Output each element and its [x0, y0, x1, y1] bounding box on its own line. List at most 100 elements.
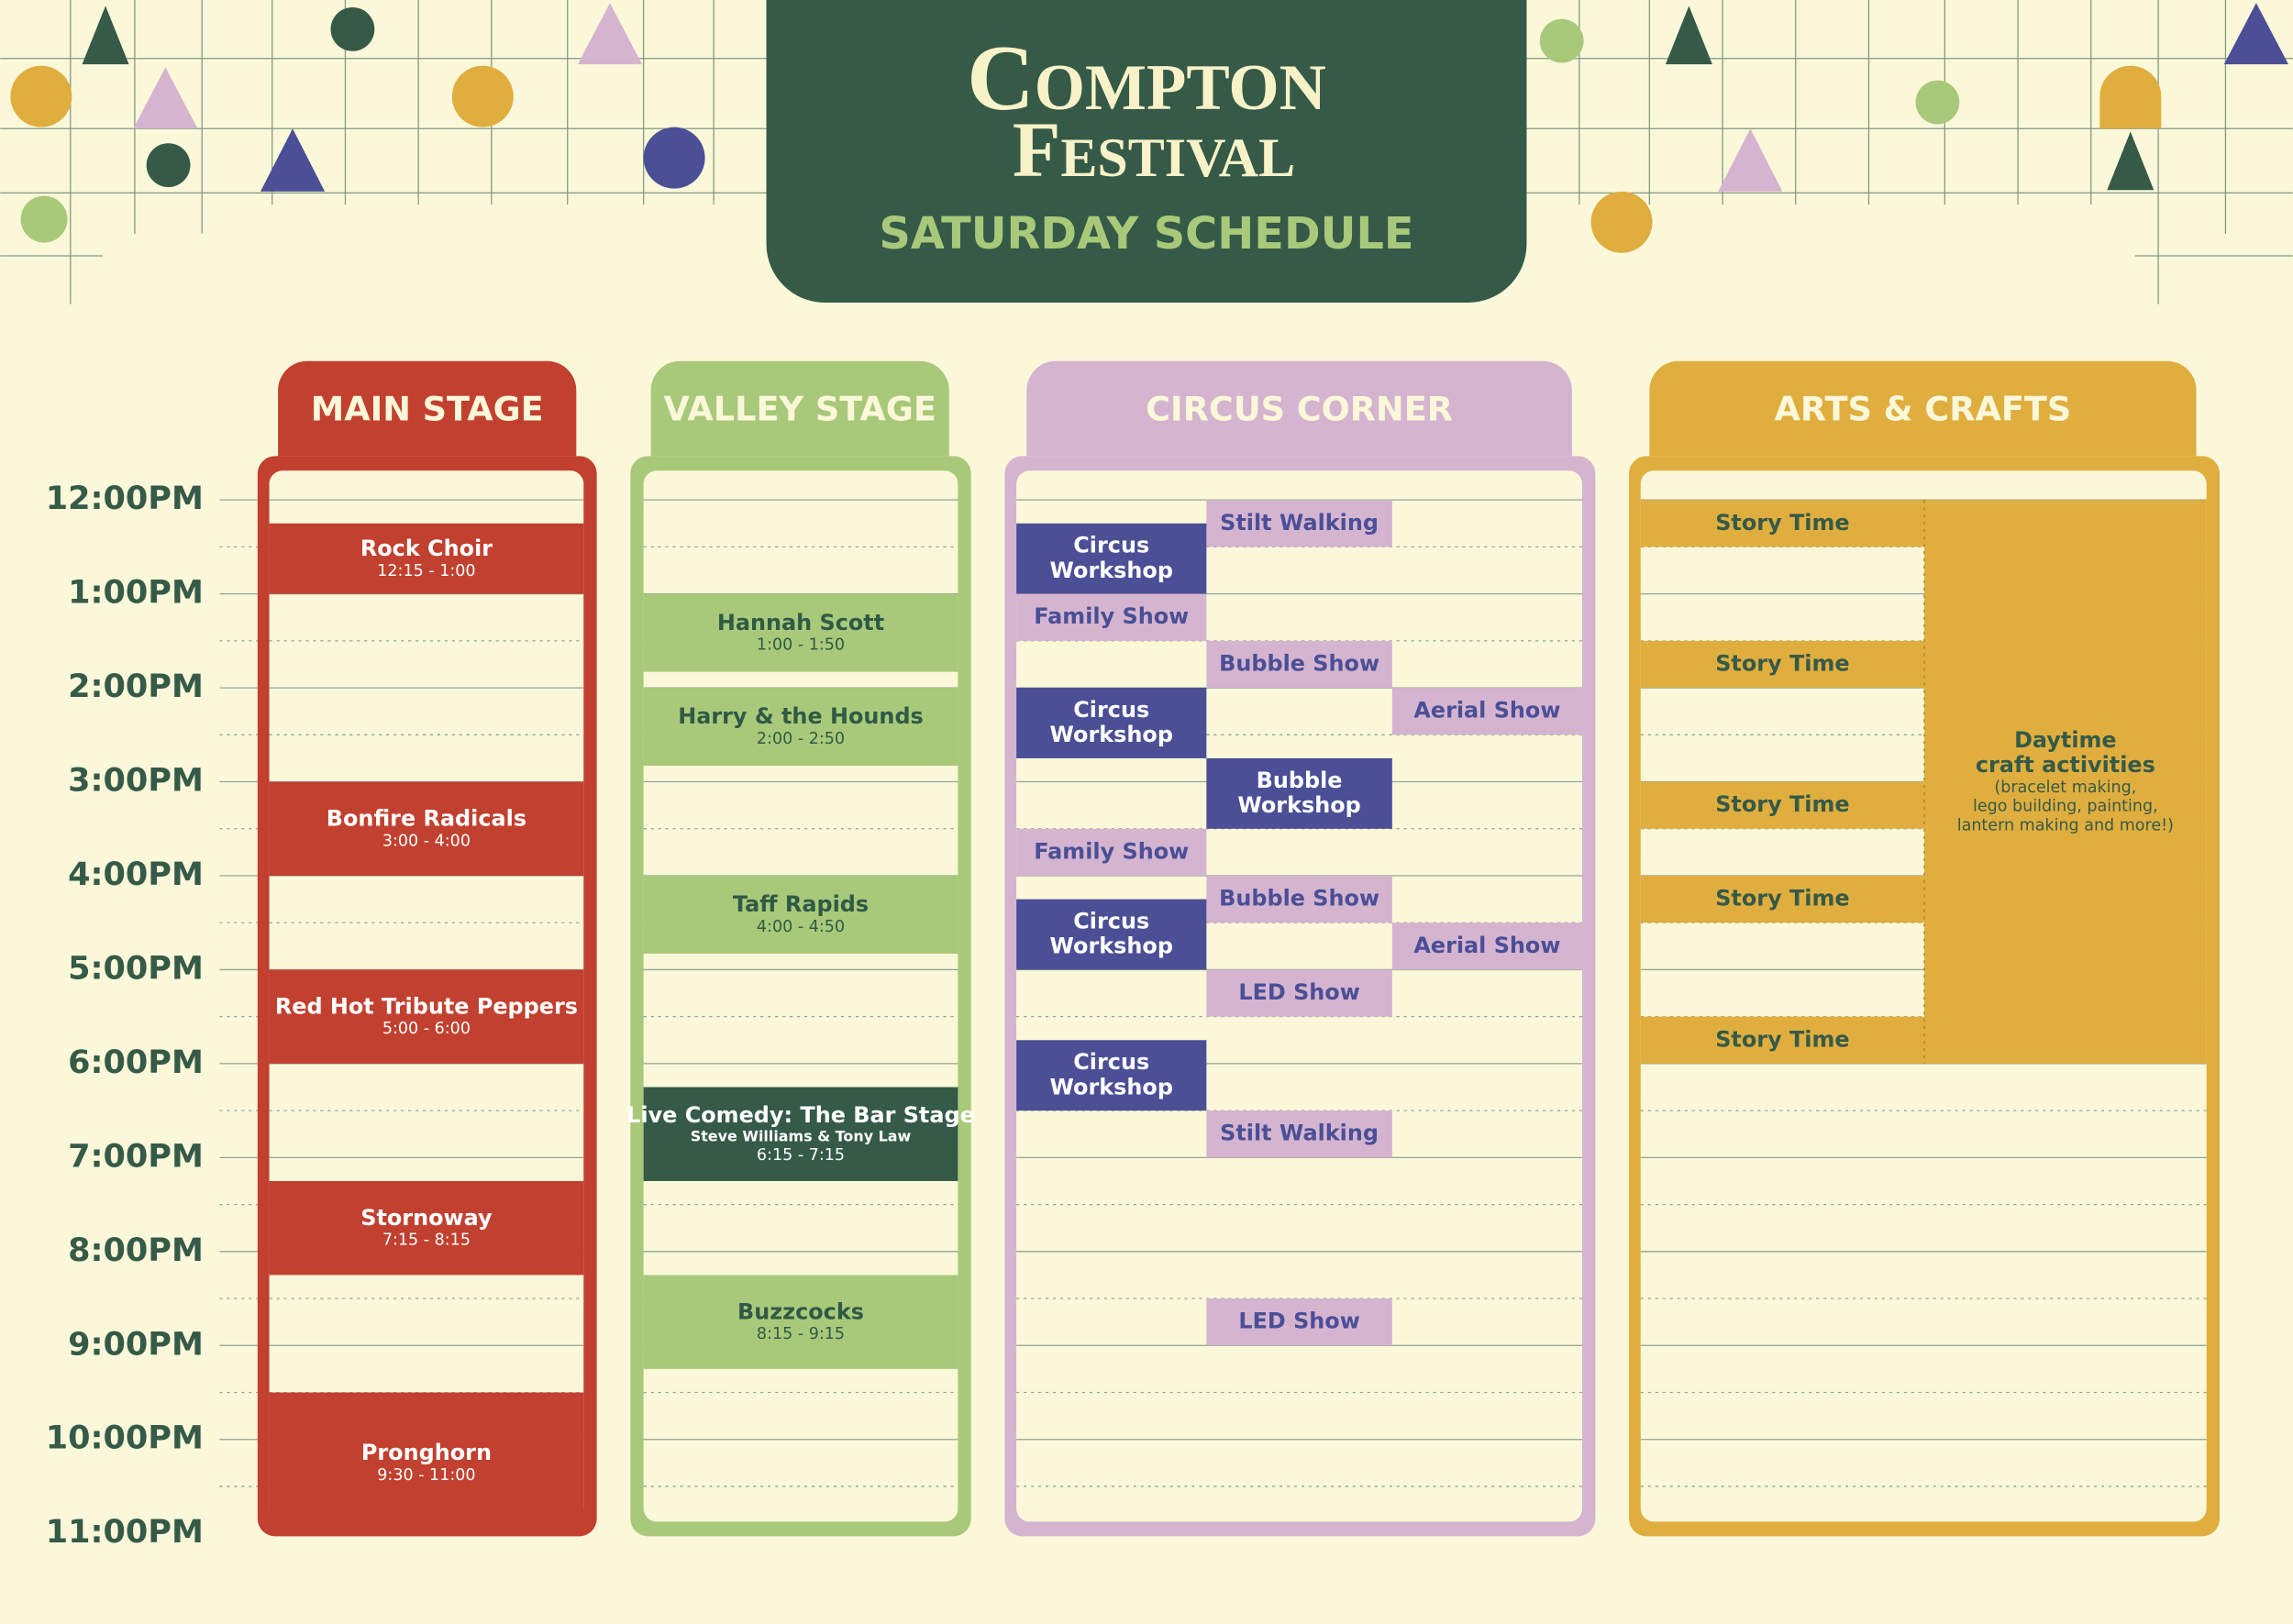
event-text: Hannah Scott	[717, 610, 884, 635]
event-block	[269, 781, 584, 876]
event-text: Workshop	[1050, 934, 1173, 959]
event-text: Bonfire Radicals	[327, 805, 526, 831]
event-block	[1206, 969, 1392, 1017]
event-text: Stornoway	[360, 1205, 493, 1231]
event-text: Stilt Walking	[1220, 1121, 1379, 1146]
event-text: 7:15 - 8:15	[382, 1232, 471, 1250]
event-block	[1206, 1298, 1392, 1346]
time-label: 7:00PM	[68, 1137, 204, 1175]
event-text: Story Time	[1715, 791, 1849, 817]
stage-tab	[650, 360, 949, 457]
time-grid: 12:00PM 1:00PM 2:00PM 3:00PM 4:00PM 5:00PM 6:0…	[46, 480, 204, 1551]
time-label: 1:00PM	[68, 574, 204, 612]
time-label: 6:00PM	[68, 1044, 204, 1081]
event-block	[1206, 500, 1392, 547]
event-text: Harry & the Hounds	[678, 703, 924, 729]
event-block	[269, 969, 584, 1064]
event-text: Pronghorn	[361, 1440, 492, 1465]
event-block	[269, 1180, 584, 1276]
event-block	[1640, 781, 1925, 829]
event-text: Buzzcocks	[737, 1298, 864, 1324]
event-block	[643, 593, 958, 672]
time-label: 9:00PM	[68, 1325, 204, 1363]
event-text: Story Time	[1715, 510, 1849, 536]
time-label: 5:00PM	[68, 949, 204, 987]
event-text: Bubble	[1257, 768, 1343, 793]
event-block	[643, 688, 958, 767]
time-label: 12:00PM	[46, 480, 204, 517]
event-text: Bubble Show	[1219, 650, 1379, 676]
event-block	[1640, 1016, 1925, 1064]
stage-name: VALLEY STAGE	[664, 389, 936, 428]
event-text: Family Show	[1034, 603, 1189, 629]
event-block	[1206, 640, 1392, 689]
event-block	[1016, 593, 1207, 641]
stage-tab	[1649, 360, 2197, 457]
event-block	[1391, 922, 1583, 970]
event-text: Rock Choir	[360, 536, 493, 561]
stage-tab	[278, 360, 577, 457]
event-block	[1924, 500, 2207, 1064]
event-text: 3:00 - 4:00	[382, 832, 471, 850]
title-line: Festival	[1013, 105, 1295, 193]
time-label: 10:00PM	[46, 1420, 204, 1457]
time-label: 11:00PM	[46, 1513, 204, 1551]
event-block	[643, 1087, 958, 1181]
event-block	[643, 875, 958, 955]
event-text: Workshop	[1237, 792, 1360, 818]
event-text: Circus	[1073, 697, 1149, 723]
event-block	[1016, 899, 1207, 970]
time-label: 2:00PM	[68, 668, 204, 705]
event-block	[1016, 1040, 1207, 1111]
event-text: 4:00 - 4:50	[757, 918, 845, 936]
event-text: LED Show	[1238, 1309, 1359, 1334]
subtitle: SATURDAY SCHEDULE	[879, 209, 1413, 260]
event-text: Story Time	[1715, 886, 1849, 911]
event-block	[1640, 500, 1925, 547]
event-block	[1391, 688, 1583, 735]
stage-name: MAIN STAGE	[311, 389, 544, 428]
time-label: 4:00PM	[68, 856, 204, 893]
event-text: Circus	[1073, 1049, 1149, 1075]
event-text: Red Hot Tribute Peppers	[275, 993, 578, 1019]
event-block	[269, 523, 584, 594]
event-text: 8:15 - 9:15	[757, 1325, 845, 1343]
time-label: 3:00PM	[68, 762, 204, 800]
event-text: LED Show	[1238, 979, 1359, 1005]
event-text: Workshop	[1050, 722, 1173, 747]
event-block	[1016, 688, 1207, 758]
event-text: Live Comedy: The Bar Stage	[626, 1102, 975, 1128]
event-text: Taff Rapids	[733, 891, 869, 917]
stage-tab	[1026, 360, 1572, 457]
event-block	[1016, 523, 1207, 594]
event-block	[1640, 640, 1925, 689]
event-text: Story Time	[1715, 650, 1849, 676]
event-text: lego building, painting,	[1973, 798, 2158, 816]
event-block	[269, 1392, 584, 1534]
event-text: Circus	[1073, 908, 1149, 934]
stage-name: ARTS & CRAFTS	[1775, 389, 2072, 428]
decoration	[0, 0, 2293, 304]
event-text: Aerial Show	[1413, 698, 1560, 724]
event-text: Stilt Walking	[1220, 510, 1379, 536]
event-text: 6:15 - 7:15	[757, 1146, 845, 1165]
time-label: 8:00PM	[68, 1232, 204, 1269]
event-text: Circus	[1073, 533, 1149, 558]
event-text: Story Time	[1715, 1026, 1849, 1052]
stage-name: CIRCUS CORNER	[1146, 389, 1453, 428]
event-text: (bracelet making,	[1994, 779, 2136, 797]
event-block	[643, 1275, 958, 1369]
event-text: craft activities	[1976, 752, 2155, 778]
event-block	[1206, 757, 1392, 829]
event-block	[1206, 875, 1392, 923]
event-text: Steve Williams & Tony Law	[691, 1127, 912, 1144]
event-text: Family Show	[1034, 838, 1189, 864]
event-block	[1206, 1110, 1392, 1158]
event-text: lantern making and more!)	[1957, 816, 2174, 834]
event-text: Workshop	[1050, 1074, 1173, 1099]
event-text: 2:00 - 2:50	[757, 730, 845, 748]
event-block	[1016, 828, 1207, 876]
event-text: 5:00 - 6:00	[382, 1020, 471, 1038]
